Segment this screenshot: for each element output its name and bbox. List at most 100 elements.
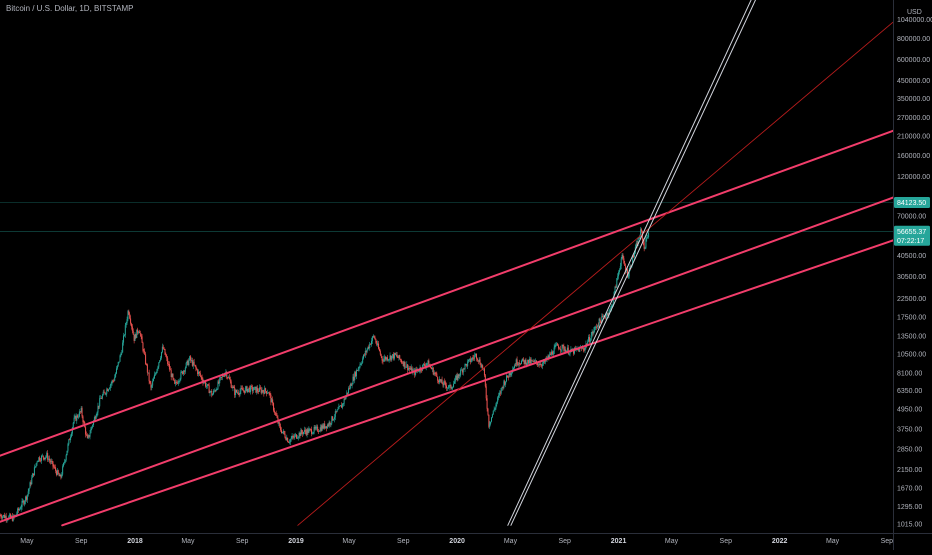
candle-body: [573, 349, 575, 354]
candle-body: [215, 389, 217, 392]
candle-body: [235, 390, 237, 396]
candle-body: [198, 371, 200, 375]
candle-body: [461, 369, 463, 373]
candle-body: [641, 229, 643, 232]
candle-body: [293, 436, 295, 438]
candle-body: [178, 381, 180, 382]
candle-body: [140, 334, 142, 337]
candle-body: [363, 354, 365, 356]
candle-body: [453, 381, 455, 384]
candle-body: [302, 432, 304, 434]
candle-body: [156, 369, 158, 373]
candle-body: [95, 415, 97, 419]
candle-body: [551, 351, 553, 355]
candle-body: [333, 417, 335, 420]
last-price-badge[interactable]: 56655.37 07:22:17: [894, 225, 930, 246]
candle-body: [58, 473, 60, 477]
candle-body: [467, 361, 469, 367]
candle-body: [499, 392, 501, 394]
candle-body: [255, 386, 257, 393]
candle-body: [534, 360, 536, 362]
candle-body: [366, 349, 368, 353]
candle-body: [436, 373, 438, 377]
candle-body: [390, 355, 392, 360]
candle-body: [244, 387, 246, 393]
candle-body: [138, 331, 140, 333]
candle-body: [486, 398, 488, 409]
price-tick-label: 8100.00: [897, 370, 922, 377]
candle-body: [401, 362, 403, 364]
candle-body: [488, 414, 490, 427]
candle-body: [428, 360, 430, 368]
candle-body: [205, 382, 207, 387]
candle-body: [138, 331, 140, 334]
candle-body: [378, 348, 380, 352]
candle-body: [543, 361, 545, 363]
candle-body: [197, 369, 199, 375]
candle-body: [370, 340, 372, 345]
candle-body: [343, 398, 345, 404]
candle-body: [610, 308, 612, 310]
time-tick-label: May: [665, 538, 679, 545]
candle-body: [402, 363, 404, 366]
candle-body: [310, 429, 312, 434]
candle-body: [228, 377, 230, 380]
candle-body: [568, 353, 570, 355]
candle-body: [10, 514, 12, 518]
candle-body: [602, 316, 604, 317]
candle-body: [556, 343, 558, 346]
candle-body: [238, 393, 240, 395]
candle-body: [107, 389, 109, 391]
candle-body: [121, 352, 123, 354]
candle-body: [187, 360, 189, 366]
candle-body: [254, 386, 256, 388]
candle-body: [410, 367, 412, 370]
candle-body: [144, 351, 146, 355]
candle-body: [130, 323, 132, 327]
time-tick-label: Sep: [397, 538, 410, 545]
candle-body: [24, 501, 26, 505]
candle-body: [569, 350, 571, 354]
candle-body: [105, 393, 107, 395]
candle-body: [211, 391, 213, 396]
candle-body: [265, 391, 267, 394]
candle-body: [588, 337, 590, 342]
candle-body: [9, 514, 11, 517]
price-tick-label: 13500.00: [897, 333, 926, 340]
candle-body: [398, 355, 400, 358]
candle-body: [507, 377, 509, 379]
candle-body: [621, 254, 623, 259]
candle-body: [381, 356, 383, 361]
candle-body: [389, 355, 391, 359]
candle-body: [392, 354, 394, 356]
candle-body: [168, 364, 170, 370]
candle-body: [102, 391, 104, 396]
candle-body: [498, 392, 500, 396]
candle-body: [317, 426, 319, 432]
target-price-badge[interactable]: 84123.50: [894, 196, 930, 208]
candle-body: [385, 357, 387, 360]
candle-body: [166, 356, 168, 359]
candle-body: [78, 416, 80, 418]
candle-body: [591, 331, 593, 336]
candle-body: [158, 362, 160, 367]
candle-body: [636, 243, 638, 246]
channel-upper-line: [0, 129, 893, 457]
candle-body: [44, 457, 46, 460]
candle-body: [397, 356, 399, 358]
time-tick-label: Sep: [720, 538, 733, 545]
candle-body: [423, 364, 425, 366]
candle-body: [617, 276, 619, 279]
candle-body: [480, 364, 482, 368]
candle-body: [607, 312, 609, 316]
candle-body: [18, 508, 20, 511]
candle-body: [64, 460, 66, 462]
candle-body: [376, 342, 378, 346]
candle-body: [229, 379, 231, 382]
candle-body: [272, 399, 274, 404]
candle-body: [308, 429, 310, 433]
candle-body: [2, 516, 4, 519]
candle-body: [79, 411, 81, 413]
